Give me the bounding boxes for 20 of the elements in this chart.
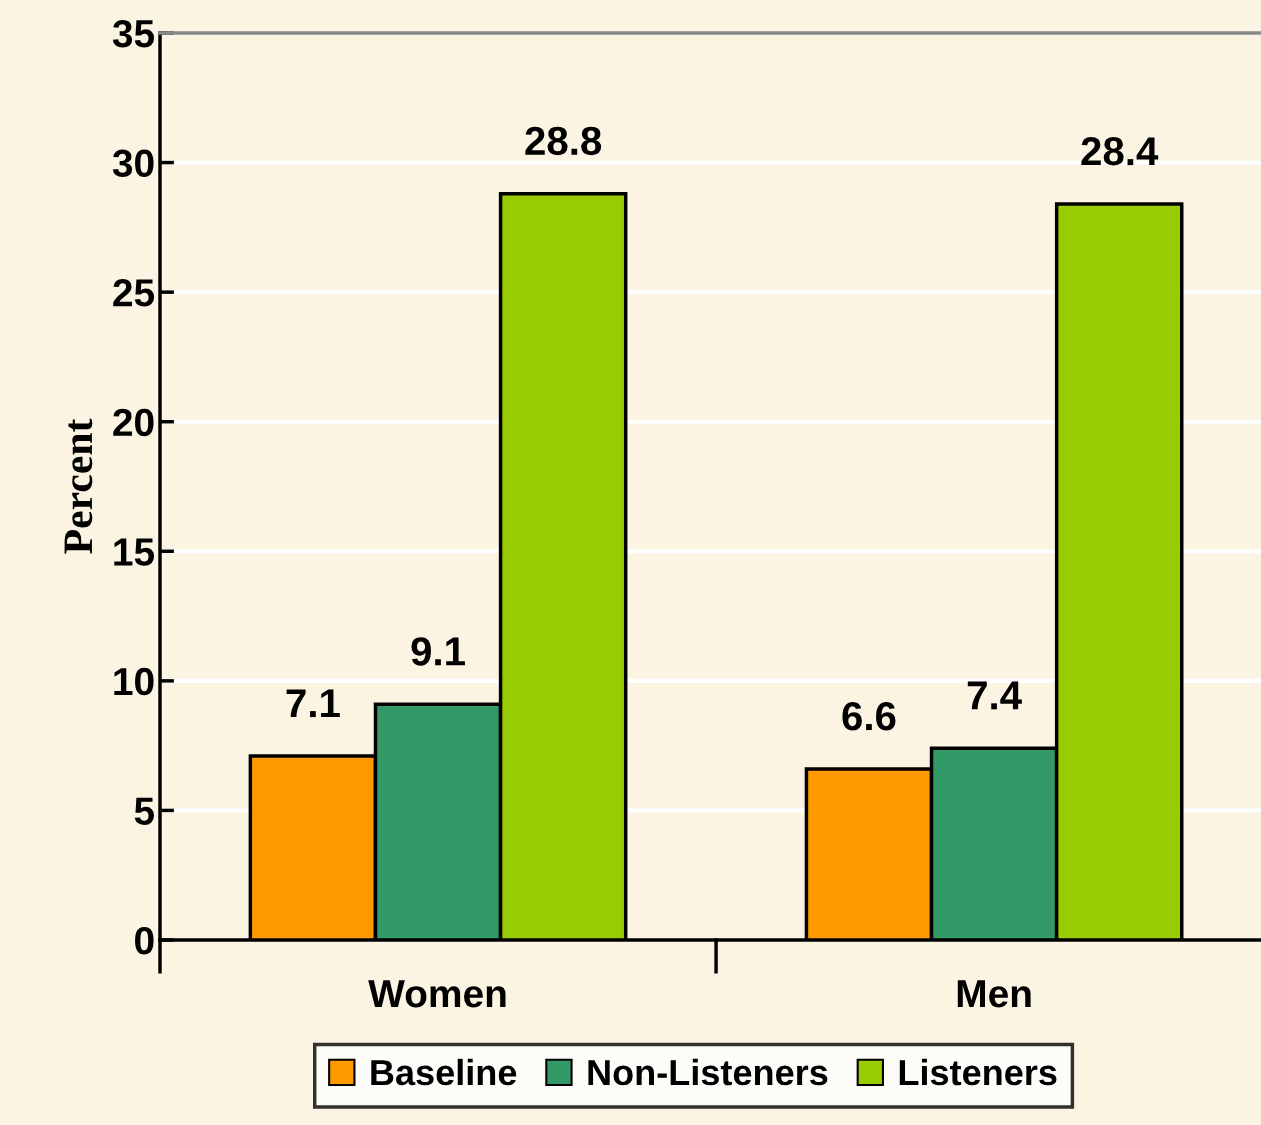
- data-label: 28.4: [1081, 137, 1159, 166]
- y-tick-label: 35: [112, 19, 155, 48]
- data-label: 6.6: [842, 701, 896, 731]
- y-tick-label: 20: [113, 408, 154, 437]
- data-label: 7.4: [967, 681, 1022, 710]
- data-label: 9.1: [411, 637, 465, 666]
- y-tick-label: 5: [134, 797, 155, 825]
- y-tick-label: 25: [113, 279, 155, 307]
- y-tick-label: 0: [135, 926, 154, 955]
- legend-label: Non-Listeners: [588, 1058, 828, 1086]
- x-tick-label: Women: [368, 980, 506, 1008]
- y-axis-title: Percent: [64, 418, 93, 554]
- legend-label: Baseline: [371, 1058, 517, 1086]
- data-label: 7.1: [286, 689, 340, 718]
- x-tick-label: Men: [957, 980, 1031, 1008]
- data-label: 28.8: [525, 126, 602, 156]
- legend-label: Listeners: [899, 1058, 1057, 1086]
- y-tick-label: 15: [114, 538, 155, 566]
- y-tick-label: 10: [114, 667, 154, 696]
- y-tick-label: 30: [112, 149, 154, 178]
